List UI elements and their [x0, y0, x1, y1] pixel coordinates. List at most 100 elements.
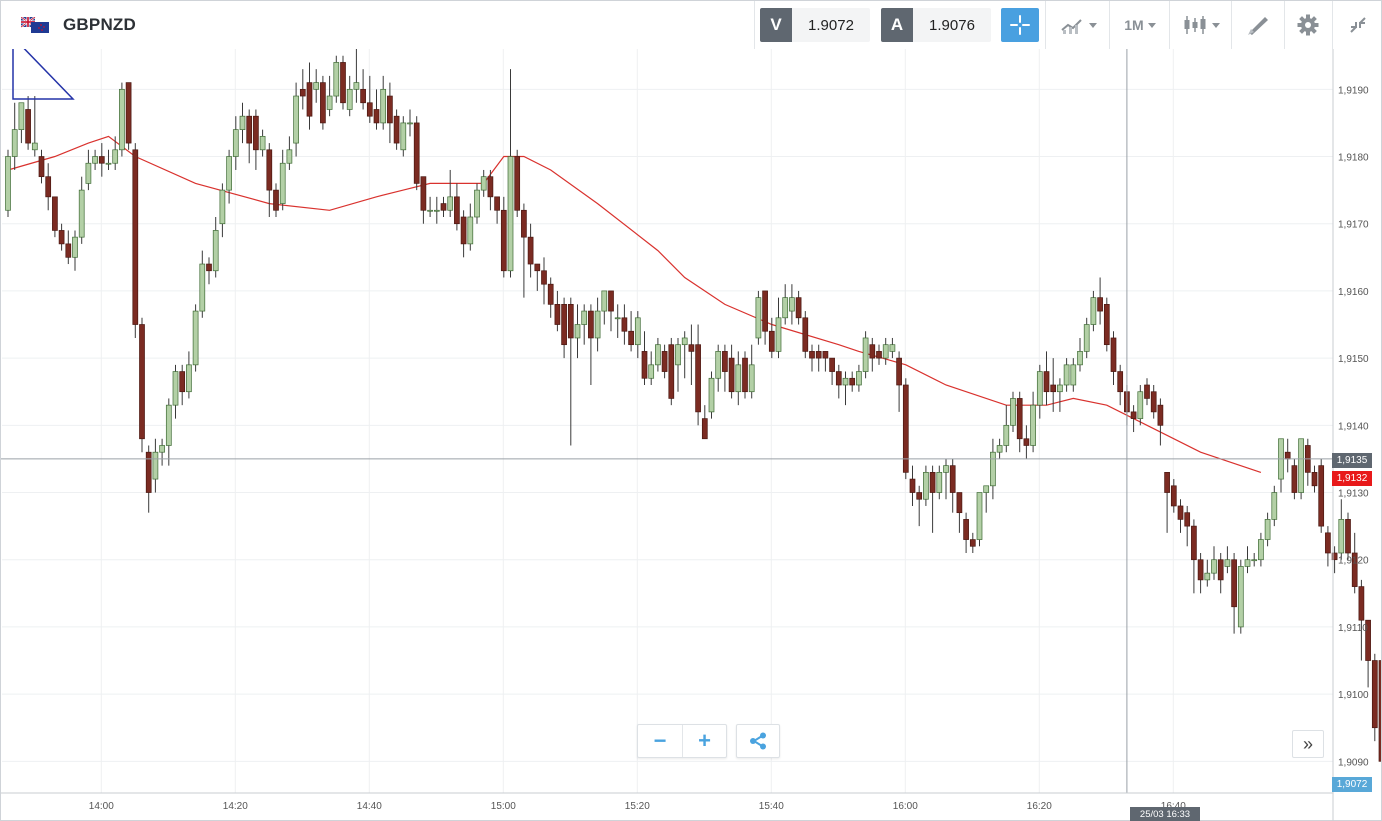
- bearish-candle-body: [547, 283, 554, 305]
- crosshair-button[interactable]: [1001, 8, 1039, 42]
- axes-layer: 1,9190 1,9180 1,9170 1,9160 1,9150 1,9140 1,91…: [1, 49, 1369, 821]
- bearish-candle-body: [1110, 337, 1117, 372]
- y-tick-label: 1,9190: [1338, 85, 1369, 96]
- collapse-button[interactable]: [1339, 8, 1377, 42]
- share-button[interactable]: [736, 724, 780, 758]
- bearish-candle-body: [1170, 485, 1177, 507]
- candle: [313, 69, 320, 103]
- bearish-candle-body: [500, 209, 507, 272]
- candle: [5, 149, 11, 217]
- bearish-candle-body: [1318, 465, 1325, 527]
- timeframe-dropdown[interactable]: 1M: [1115, 8, 1165, 42]
- candle: [1371, 653, 1378, 742]
- bullish-candle-body: [775, 317, 782, 352]
- timeframe-label: 1M: [1124, 17, 1144, 33]
- candle: [722, 344, 728, 392]
- y-tick-label: 1,9120: [1338, 556, 1369, 567]
- candle: [1090, 290, 1097, 332]
- x-tick-label: 16:20: [1027, 801, 1052, 812]
- bearish-candle-body: [58, 230, 65, 245]
- candle: [936, 465, 943, 500]
- bullish-candle-body: [212, 230, 219, 272]
- bullish-candle-body: [574, 324, 581, 339]
- candle-style-button[interactable]: [1176, 8, 1226, 42]
- candle: [1191, 519, 1197, 594]
- zoom-out-button[interactable]: −: [653, 728, 667, 753]
- bearish-candle-body: [38, 156, 45, 178]
- bullish-candle-body: [353, 82, 360, 90]
- bearish-candle-body: [460, 216, 467, 245]
- candle: [614, 304, 621, 338]
- candle: [253, 109, 259, 170]
- candle: [1278, 438, 1284, 493]
- candle: [1177, 499, 1184, 533]
- candle: [588, 304, 594, 385]
- price-chart[interactable]: 1,9190 1,9180 1,9170 1,9160 1,9150 1,9140 1,91…: [1, 49, 1381, 821]
- bearish-candle-body: [125, 82, 132, 144]
- bullish-candle-body: [735, 364, 742, 393]
- bullish-candle-body: [1244, 559, 1251, 567]
- toolbar-divider: [1169, 1, 1170, 49]
- bearish-candle-body: [98, 156, 105, 164]
- scroll-to-latest-button[interactable]: »: [1292, 730, 1324, 758]
- bullish-candle-body: [5, 156, 11, 211]
- candle: [159, 438, 165, 466]
- y-tick-label: 1,9140: [1338, 421, 1369, 432]
- bearish-candle-body: [896, 357, 902, 386]
- toolbar-divider: [1231, 1, 1232, 49]
- candle: [1063, 358, 1070, 392]
- candle: [789, 284, 795, 325]
- y-tick-label: 1,9180: [1338, 153, 1369, 164]
- bearish-candle-body: [641, 351, 648, 379]
- candle: [1331, 546, 1338, 574]
- bearish-candle-body: [521, 209, 527, 238]
- instrument-symbol[interactable]: GBPNZD: [63, 15, 136, 34]
- bearish-candle-body: [1358, 586, 1365, 621]
- candle: [1130, 405, 1137, 433]
- y-tick-label: 1,9170: [1338, 220, 1369, 231]
- bullish-candle-body: [856, 371, 862, 386]
- bearish-candle-body: [1103, 304, 1110, 346]
- bullish-candle-body: [1036, 371, 1043, 406]
- candle: [400, 116, 407, 157]
- candle: [266, 143, 273, 217]
- candles-layer: [5, 49, 1381, 762]
- bearish-candle-body: [320, 82, 326, 124]
- bearish-candle-body: [849, 377, 856, 386]
- candle: [112, 136, 119, 170]
- ask-quote[interactable]: A 1.9076: [881, 8, 991, 42]
- candle: [487, 169, 494, 211]
- candle: [1271, 485, 1278, 527]
- bullish-candle-body: [862, 337, 869, 372]
- chart-type-button[interactable]: [1053, 8, 1103, 42]
- crosshair-time-tag: 25/03 16:33: [1130, 807, 1200, 821]
- currency-pair-flag-icon: [21, 17, 49, 33]
- bearish-candle-body: [588, 310, 594, 339]
- drawing-tool-icon: [1248, 17, 1268, 35]
- bid-quote[interactable]: V 1.9072: [760, 8, 870, 42]
- bullish-candle-body: [755, 297, 762, 339]
- settings-button[interactable]: [1289, 8, 1327, 42]
- candle: [1264, 512, 1271, 547]
- candle: [72, 230, 78, 271]
- toolbar-divider: [1332, 1, 1333, 49]
- candle: [132, 143, 139, 338]
- candle: [802, 311, 809, 359]
- bearish-candle-body: [206, 263, 212, 272]
- bearish-candle-body: [1023, 438, 1030, 446]
- drawing-tools-button[interactable]: [1237, 8, 1279, 42]
- bearish-candle-body: [387, 95, 393, 124]
- bearish-candle-body: [420, 176, 427, 211]
- bearish-candle-body: [360, 88, 366, 104]
- bullish-candle-body: [199, 263, 206, 312]
- bullish-candle-body: [1298, 438, 1304, 493]
- candle: [641, 331, 648, 385]
- bullish-candle-body: [192, 310, 199, 366]
- candle: [815, 344, 822, 372]
- bullish-candle-body: [1258, 539, 1264, 561]
- zoom-in-button[interactable]: +: [682, 725, 726, 757]
- candle: [1197, 553, 1204, 594]
- candle: [98, 143, 105, 177]
- candle: [768, 317, 775, 359]
- candle: [1345, 512, 1351, 560]
